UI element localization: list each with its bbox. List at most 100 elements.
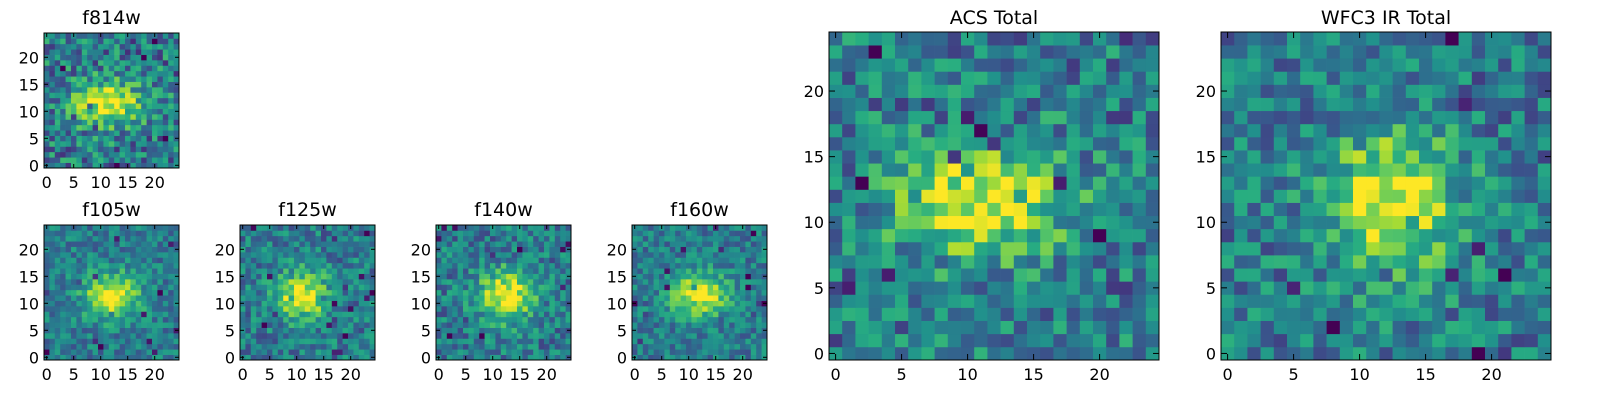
heatmap-cell [740,235,746,242]
heatmap-cell [1013,202,1028,217]
heatmap-cell [756,230,762,237]
heatmap-cell [1027,294,1041,308]
heatmap-cell [135,87,142,93]
y-tick-label: 10 [215,294,235,313]
heatmap-cell [1366,215,1380,230]
heatmap-cell [729,343,735,350]
heatmap-cell [1498,255,1512,269]
heatmap-cell [490,241,496,247]
heatmap-cell [511,333,518,339]
heatmap-cell [1013,255,1028,269]
heatmap-cell [632,311,638,318]
heatmap-cell [1260,176,1275,190]
heatmap-cell [468,306,475,312]
heatmap-cell [1537,189,1552,203]
heatmap-cell [250,316,257,323]
heatmap-cell [686,246,692,253]
heatmap-cell [60,300,66,307]
heatmap-cell [452,241,458,247]
heatmap-cell [1273,97,1288,112]
heatmap-cell [533,273,539,280]
heatmap-cell [125,235,131,242]
heatmap-cell [664,333,671,339]
heatmap-cell [934,71,949,85]
heatmap-cell [272,268,279,274]
heatmap-cell [457,257,464,264]
heatmap-cell [321,284,327,291]
heatmap-cell [756,327,762,334]
heatmap-cell [565,252,572,258]
heatmap-cell [60,103,66,109]
heatmap-cell [81,246,88,253]
heatmap-cell [54,279,61,285]
heatmap-cell [152,316,158,323]
heatmap-cell [560,343,566,350]
heatmap-cell [54,327,61,334]
heatmap-cell [1132,215,1147,230]
heatmap-cell [146,124,153,131]
heatmap-cell [321,252,327,258]
heatmap-cell [135,327,142,334]
heatmap-cell [696,311,703,318]
heatmap-cell [436,306,442,312]
heatmap-cell [125,60,131,66]
heatmap-cell [527,289,534,296]
heatmap-cell [1445,346,1459,361]
heatmap-cell [740,333,746,339]
heatmap-cell [92,349,99,355]
heatmap-cell [761,268,768,274]
heatmap-cell [756,257,762,264]
heatmap-cell [60,65,66,72]
heatmap-cell [446,343,453,350]
heatmap-cell [1511,307,1525,321]
heatmap-cell [49,130,56,136]
plot-frame [43,32,180,169]
heatmap-cell [114,252,120,258]
heatmap-cell [1379,346,1393,361]
heatmap-cell [473,246,480,253]
heatmap-cell [1260,110,1275,125]
heatmap-cell [1247,241,1261,256]
heatmap-cell [173,87,180,93]
heatmap-cell [44,60,50,66]
heatmap-cell [173,65,180,72]
heatmap-cell [511,273,518,280]
heatmap-cell [1313,228,1327,243]
heatmap-cell [54,49,61,55]
heatmap-cell [125,230,131,237]
heatmap-cell [65,97,72,104]
x-tick-label: 5 [1289,365,1299,384]
heatmap-cell [565,289,572,296]
heatmap-cell [868,71,883,85]
plot-frame [828,31,1160,361]
heatmap-cell [1537,97,1552,112]
heatmap-cell [162,349,169,355]
heatmap-cell [441,295,448,301]
heatmap-cell [653,295,660,301]
heatmap-cell [484,327,491,334]
heatmap-cell [740,273,746,280]
heatmap-cell [1366,268,1380,282]
heatmap-cell [108,103,115,109]
heatmap-cell [484,354,491,361]
heatmap-cell [1000,71,1015,85]
heatmap-cell [723,322,730,328]
heatmap-cell [761,225,768,231]
heatmap-cell [173,225,180,231]
heatmap-cell [1511,110,1525,125]
heatmap-cell [261,316,268,323]
y-tick-label: 20 [19,48,39,67]
heatmap-cell [750,311,757,318]
heatmap-cell [544,333,550,339]
heatmap-cell [659,327,665,334]
heatmap-cell [135,257,142,264]
heatmap-cell [723,300,730,307]
heatmap-cell [560,241,566,247]
y-tick-label: 0 [421,348,431,367]
heatmap-cell [1458,307,1473,321]
heatmap-cell [1392,189,1407,203]
heatmap-cell [511,338,518,345]
heatmap-cell [468,343,475,350]
heatmap-cell [60,33,66,39]
